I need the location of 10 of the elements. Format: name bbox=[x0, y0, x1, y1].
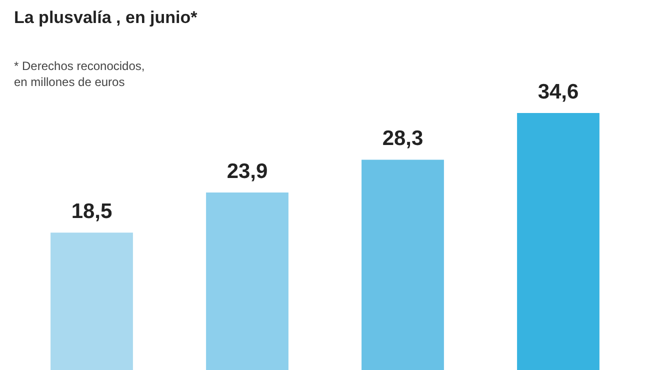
bar bbox=[362, 160, 444, 370]
data-label: 23,9 bbox=[226, 160, 268, 183]
data-label: 34,6 bbox=[538, 80, 579, 104]
chart-title: La plusvalía , en junio* bbox=[14, 8, 198, 28]
data-label: 28,3 bbox=[382, 127, 424, 150]
text: * Derechos reconocidos, en millones de euros bbox=[14, 58, 145, 90]
bar bbox=[517, 112, 600, 370]
bar bbox=[206, 192, 288, 370]
bar bbox=[50, 232, 133, 370]
data-label: 18,5 bbox=[71, 200, 113, 223]
